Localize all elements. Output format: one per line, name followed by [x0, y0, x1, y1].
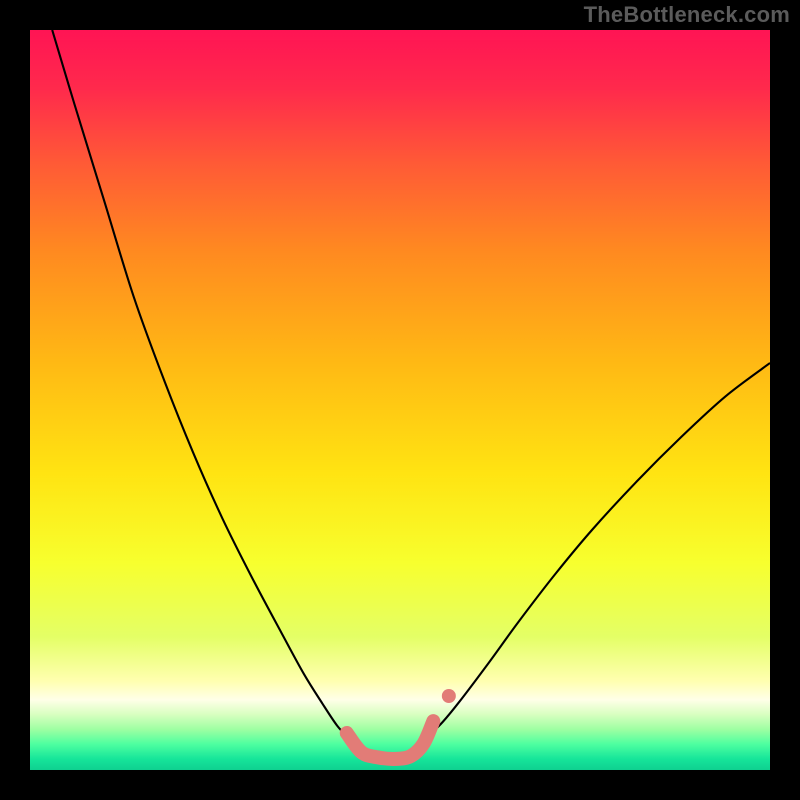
- gradient-background: [30, 30, 770, 770]
- plot-area: [30, 30, 770, 770]
- chart-svg: [30, 30, 770, 770]
- watermark-label: TheBottleneck.com: [584, 2, 790, 28]
- chart-stage: TheBottleneck.com: [0, 0, 800, 800]
- highlight-dot: [442, 689, 456, 703]
